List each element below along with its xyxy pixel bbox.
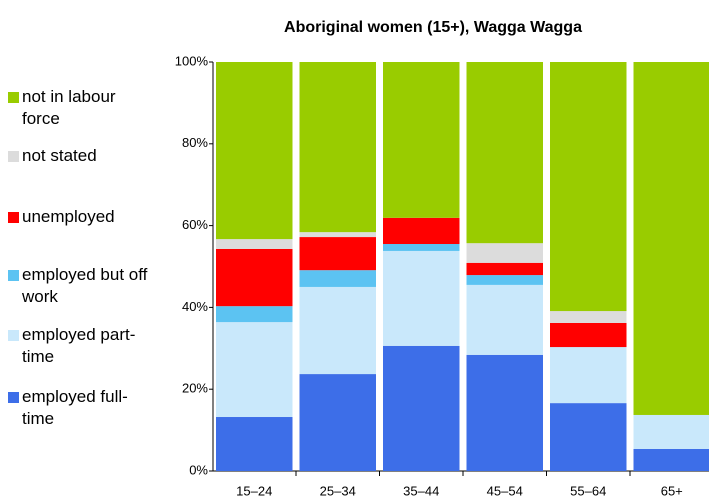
legend-label: not in labour force (22, 87, 116, 128)
bar-segment (466, 243, 543, 263)
y-tick-label: 60% (182, 217, 208, 232)
legend-swatch (8, 270, 19, 281)
bar-segment (216, 248, 293, 307)
legend-item: not stated (8, 145, 158, 167)
bar-segment (633, 62, 709, 415)
bar-segment (466, 275, 543, 285)
bar-segment (216, 239, 293, 249)
x-tick-label: 65+ (661, 483, 683, 498)
legend-item: employed part-time (8, 324, 158, 368)
legend-swatch (8, 330, 19, 341)
bar-segment (383, 62, 460, 218)
legend-item: employed but off work (8, 264, 158, 308)
bar-segment (216, 62, 293, 240)
bar-segment (383, 345, 460, 471)
bar-segment (216, 322, 293, 418)
bar-segment (299, 237, 376, 271)
bar-segment (383, 244, 460, 251)
legend-label: employed but off work (22, 265, 148, 306)
bar-segment (466, 354, 543, 471)
legend-label: not stated (22, 146, 97, 165)
legend-swatch (8, 212, 19, 223)
bar-segment (383, 250, 460, 346)
bar-segment (299, 374, 376, 471)
x-tick-label: 25–34 (320, 483, 356, 498)
bar-segment (550, 322, 627, 348)
bar-segment (633, 448, 709, 471)
y-tick-label: 100% (175, 53, 209, 68)
bar-segment (216, 306, 293, 323)
legend-swatch (8, 392, 19, 403)
bar-segment (466, 284, 543, 355)
chart-title: Aboriginal women (15+), Wagga Wagga (284, 19, 582, 36)
bar-segment (299, 270, 376, 287)
bar-segment (550, 311, 627, 323)
legend-label: employed full-time (22, 387, 128, 428)
legend-item: unemployed (8, 206, 158, 228)
bar-segment (299, 62, 376, 233)
x-tick-label: 55–64 (570, 483, 606, 498)
x-tick-label: 15–24 (236, 483, 272, 498)
y-tick-label: 0% (189, 462, 208, 477)
bar-segment (299, 232, 376, 238)
legend-swatch (8, 92, 19, 103)
legend-item: not in labour force (8, 86, 158, 130)
y-tick-label: 20% (182, 381, 208, 396)
bar-segment (550, 62, 627, 312)
x-tick-label: 35–44 (403, 483, 439, 498)
legend-item: employed full-time (8, 386, 158, 430)
x-tick-label: 45–54 (487, 483, 523, 498)
bar-segment (299, 286, 376, 375)
bar-segment (633, 414, 709, 449)
y-tick-label: 40% (182, 299, 208, 314)
bar-segment (466, 262, 543, 276)
bar-segment (550, 347, 627, 404)
bar-segment (466, 62, 543, 244)
bar-segment (550, 403, 627, 471)
y-tick-label: 80% (182, 135, 208, 150)
bar-segment (383, 217, 460, 245)
legend-swatch (8, 151, 19, 162)
legend-label: unemployed (22, 207, 115, 226)
bar-segment (216, 417, 293, 471)
legend-label: employed part-time (22, 325, 136, 366)
